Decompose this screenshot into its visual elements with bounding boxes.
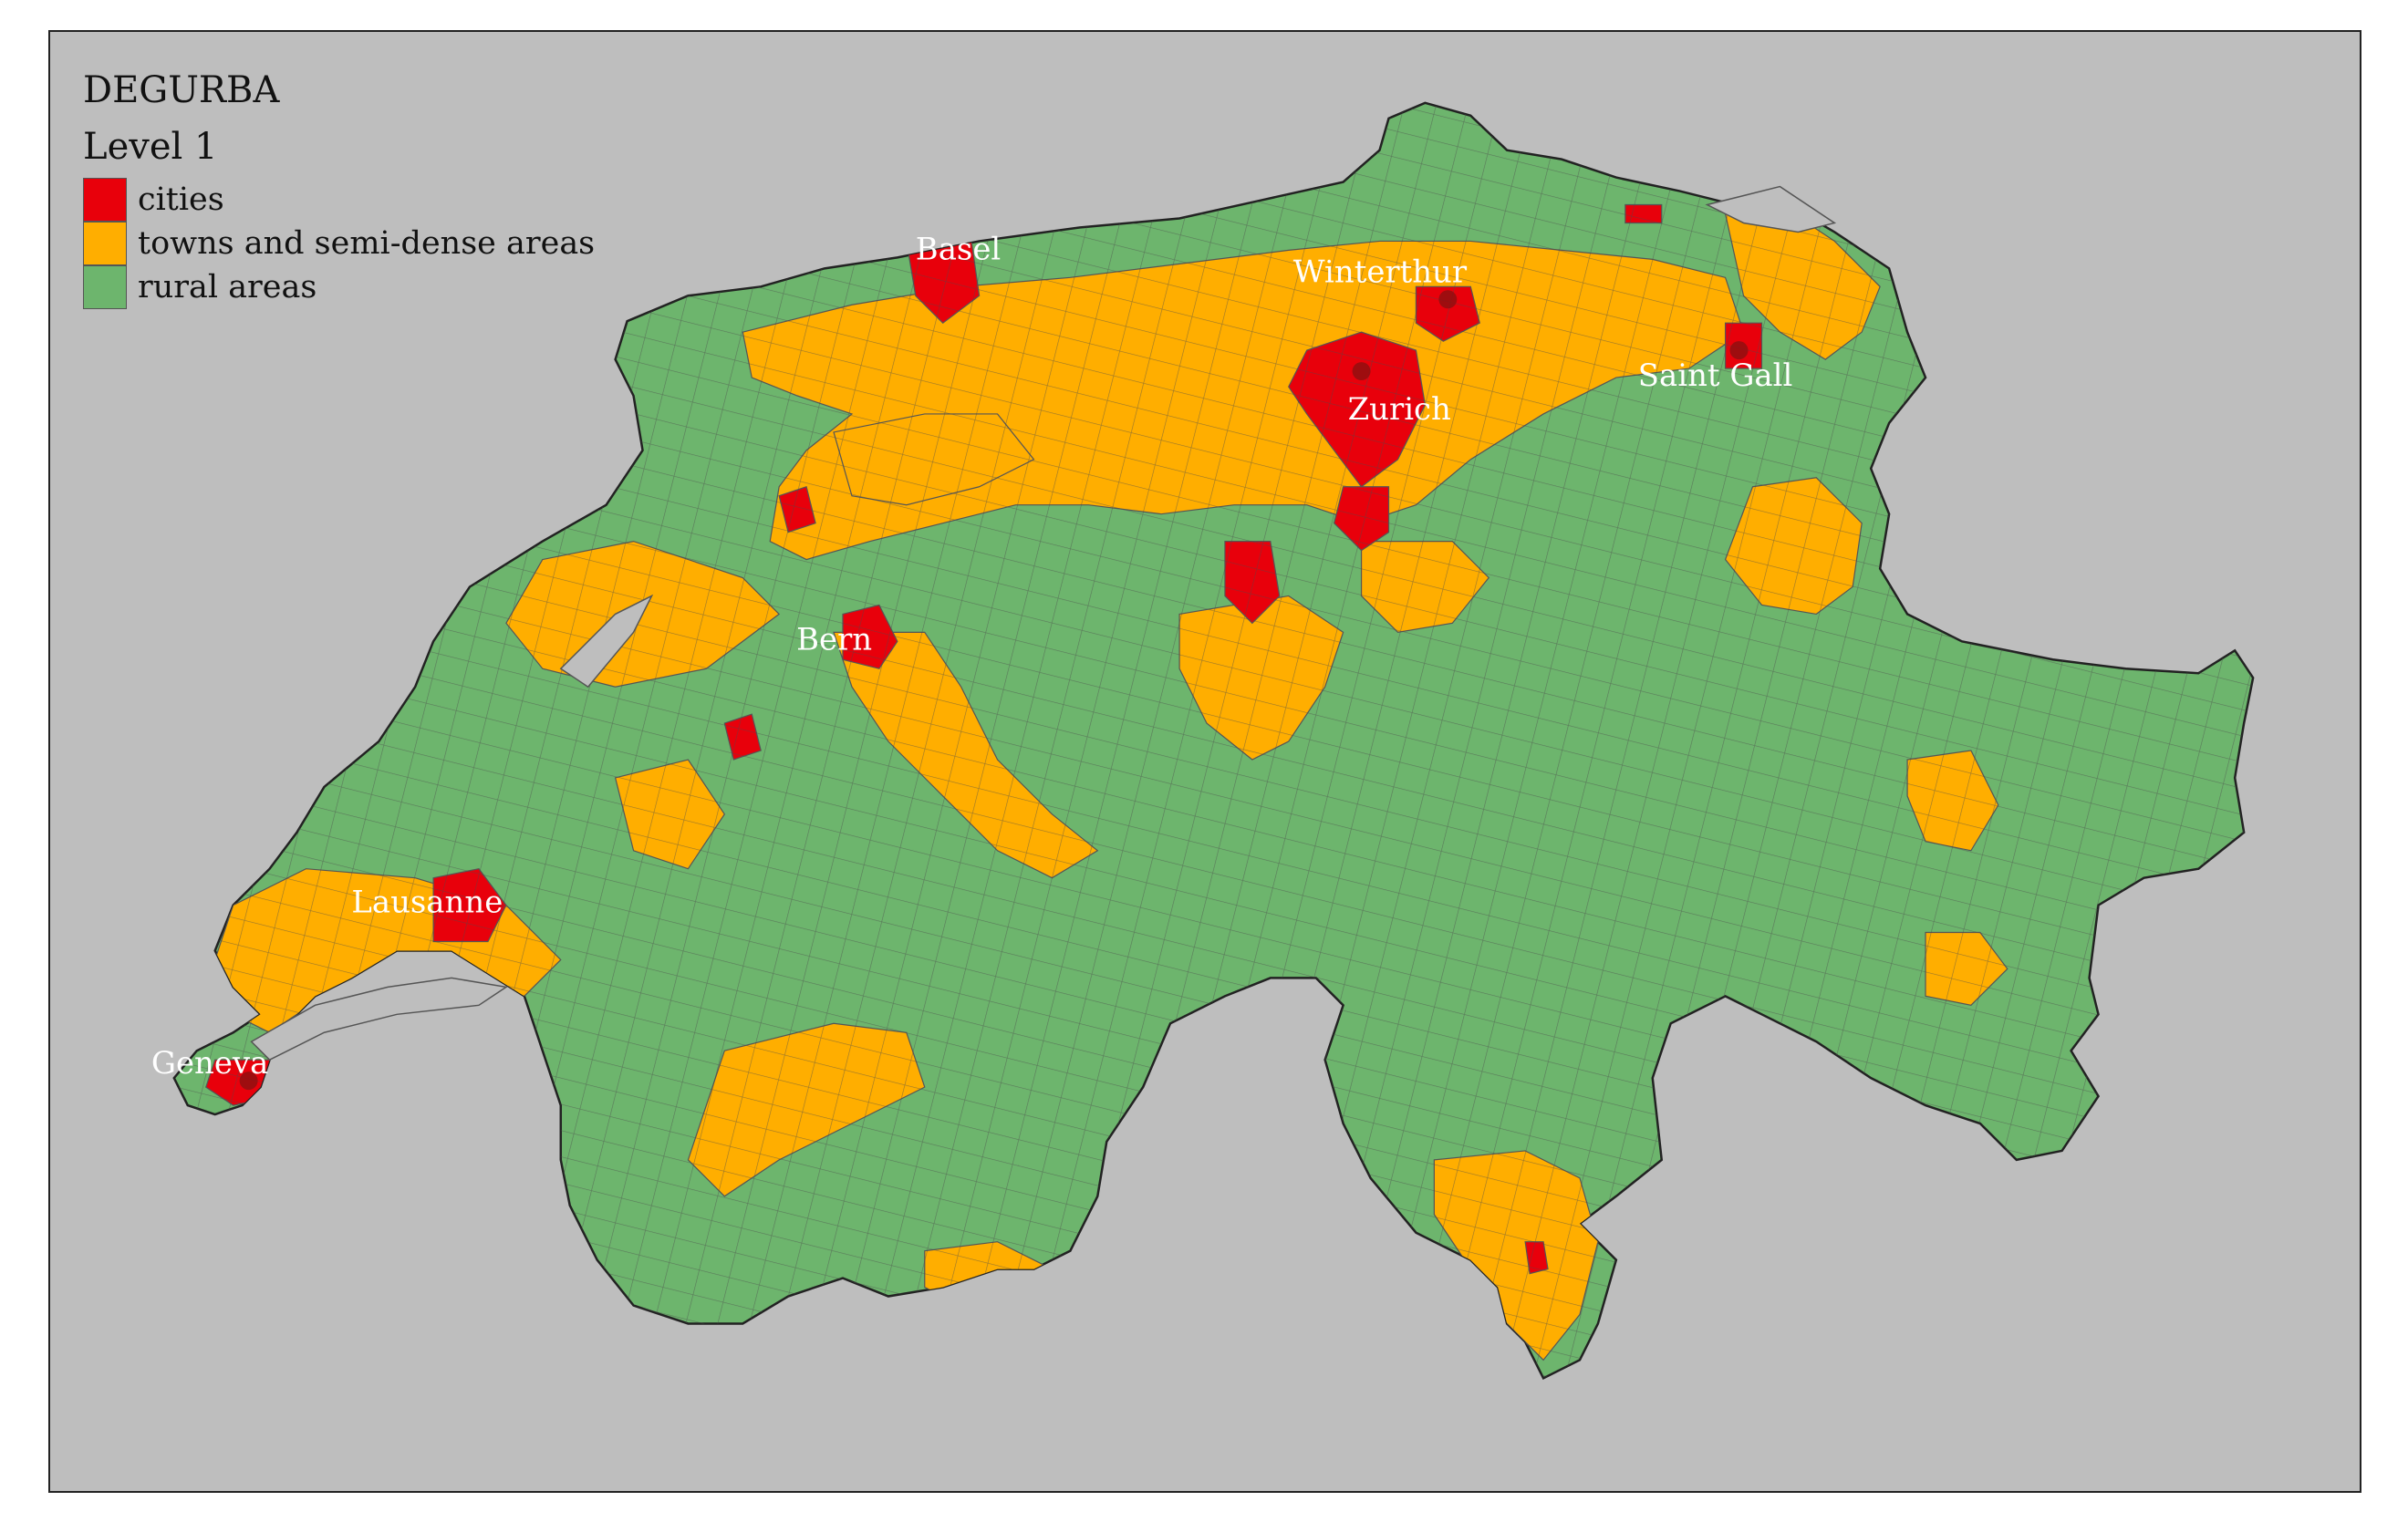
legend-title: DEGURBA bbox=[83, 69, 280, 111]
lake-neuchatel bbox=[559, 594, 654, 689]
legend-swatch-rural bbox=[83, 265, 127, 309]
legend-entry-cities[interactable]: cities bbox=[83, 178, 595, 222]
city-marker-saint-gall bbox=[1729, 341, 1749, 360]
legend-subtitle: Level 1 bbox=[83, 126, 218, 168]
city-label-zurich: Zurich bbox=[1348, 391, 1451, 427]
city-marker-geneva bbox=[239, 1072, 258, 1091]
legend-swatch-towns bbox=[83, 222, 127, 265]
legend-label-cities: cities bbox=[138, 181, 224, 218]
lake-geneva bbox=[250, 977, 508, 1061]
legend-entry-towns[interactable]: towns and semi-dense areas bbox=[83, 222, 595, 265]
legend: DEGURBA Level 1 cities towns and semi-de… bbox=[83, 67, 595, 309]
lakes-layer bbox=[250, 185, 1837, 1061]
city-label-bern: Bern bbox=[796, 621, 872, 657]
legend-entry-rural[interactable]: rural areas bbox=[83, 265, 595, 309]
legend-label-rural: rural areas bbox=[138, 269, 317, 305]
city-label-winterthur: Winterthur bbox=[1293, 254, 1468, 289]
city-marker-winterthur bbox=[1438, 290, 1458, 309]
legend-swatch-cities bbox=[83, 178, 127, 222]
switzerland-map[interactable]: Basel Winterthur Zurich Saint Gall Bern … bbox=[50, 32, 2360, 1491]
lake-constance bbox=[1705, 185, 1837, 233]
map-frame: Basel Winterthur Zurich Saint Gall Bern … bbox=[48, 30, 2361, 1493]
city-marker-zurich bbox=[1352, 362, 1371, 381]
city-label-lausanne: Lausanne bbox=[351, 885, 503, 920]
city-markers bbox=[239, 290, 1749, 1091]
city-label-geneva: Geneva bbox=[151, 1045, 268, 1081]
city-labels: Basel Winterthur Zurich Saint Gall Bern … bbox=[151, 231, 1792, 1081]
city-label-saint-gall: Saint Gall bbox=[1638, 357, 1793, 393]
city-label-basel: Basel bbox=[916, 231, 1001, 266]
legend-label-towns: towns and semi-dense areas bbox=[138, 225, 596, 262]
